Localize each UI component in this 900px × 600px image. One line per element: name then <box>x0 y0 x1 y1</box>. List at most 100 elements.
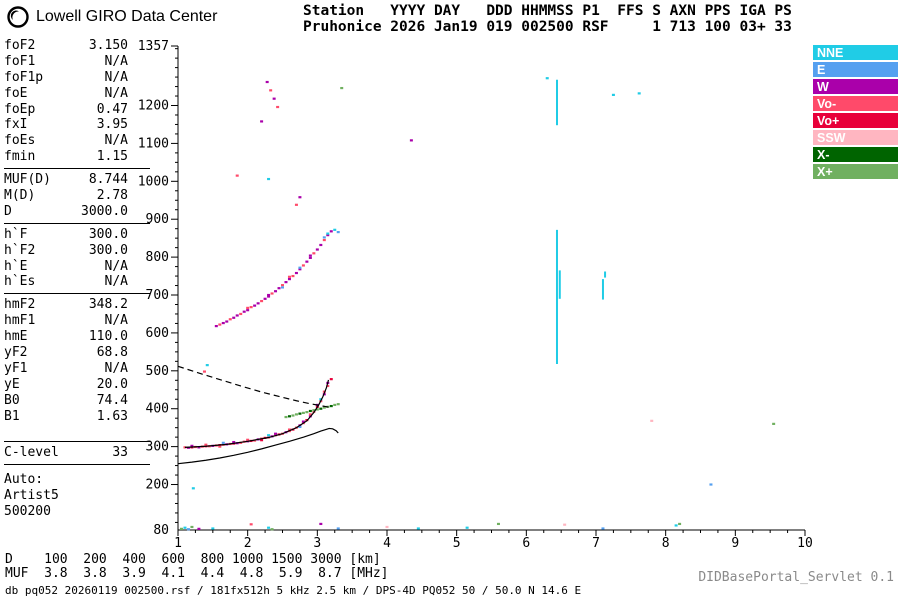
param-label: B1 <box>4 408 20 424</box>
param-row: yF2 68.8 <box>4 345 128 361</box>
param-label: h`F2 <box>4 242 36 258</box>
param-row: fmin 1.15 <box>4 149 128 165</box>
auto-value: 500200 <box>4 504 51 520</box>
param-label: foF1 <box>4 53 36 69</box>
svg-text:1000: 1000 <box>138 174 169 189</box>
legend-item-ssw: SSW <box>813 130 898 145</box>
param-value: 3.95 <box>96 117 128 133</box>
param-row: foF2 3.150 <box>4 38 128 54</box>
param-value: 300.0 <box>88 242 128 258</box>
param-label: C-level <box>4 445 59 461</box>
param-row: B1 1.63 <box>4 409 128 425</box>
param-value: 1.15 <box>96 149 128 165</box>
param-value: N/A <box>104 85 128 101</box>
param-row: foF1p N/A <box>4 70 128 86</box>
legend-item-xp: X+ <box>813 164 898 179</box>
param-value: 68.8 <box>96 345 128 361</box>
svg-text:9: 9 <box>731 536 739 551</box>
param-label: h`F <box>4 226 28 242</box>
divider <box>4 441 150 443</box>
param-label: yF1 <box>4 360 28 376</box>
svg-text:5: 5 <box>453 536 461 551</box>
file-info: db pq052 20260119 002500.rsf / 181fx512h… <box>5 584 582 597</box>
param-value: N/A <box>104 258 128 274</box>
curve-muf-transmission-curve <box>177 365 332 409</box>
param-label: fxI <box>4 117 28 133</box>
param-label: MUF(D) <box>4 172 51 188</box>
param-label: B0 <box>4 392 20 408</box>
svg-text:700: 700 <box>146 288 169 303</box>
svg-text:600: 600 <box>146 326 169 341</box>
param-label: h`Es <box>4 274 36 290</box>
svg-text:900: 900 <box>146 212 169 227</box>
auto-block: Auto: Artist5 500200 <box>4 472 156 520</box>
legend-item-vom: Vo- <box>813 96 898 111</box>
param-value: 20.0 <box>96 376 128 392</box>
svg-text:1100: 1100 <box>138 136 169 151</box>
param-row: h`F 300.0 <box>4 227 128 243</box>
param-value: N/A <box>104 313 128 329</box>
legend-item-vop: Vo+ <box>813 113 898 128</box>
svg-text:200: 200 <box>146 478 169 493</box>
divider <box>4 464 150 466</box>
param-value: 2.78 <box>96 188 128 204</box>
auto-value: Artist5 <box>4 488 59 504</box>
svg-text:2: 2 <box>244 536 252 551</box>
echo-points <box>179 77 776 531</box>
param-row: h`E N/A <box>4 259 128 275</box>
param-value: 0.47 <box>96 101 128 117</box>
svg-text:1: 1 <box>174 536 182 551</box>
svg-text:1200: 1200 <box>138 99 169 114</box>
divider <box>4 222 150 224</box>
legend-item-xm: X- <box>813 147 898 162</box>
param-value: 74.4 <box>96 392 128 408</box>
station-header: Station YYYY DAY DDD HHMMSS P1 FFS S AXN… <box>303 3 792 35</box>
param-label: M(D) <box>4 188 36 204</box>
param-row: foEp 0.47 <box>4 102 128 118</box>
param-value: 8.744 <box>88 172 128 188</box>
param-row: hmF1 N/A <box>4 313 128 329</box>
param-row: foE N/A <box>4 86 128 102</box>
param-value: 3.150 <box>88 38 128 53</box>
param-value: N/A <box>104 53 128 69</box>
param-row: yF1 N/A <box>4 361 128 377</box>
param-value: N/A <box>104 69 128 85</box>
svg-text:1357: 1357 <box>138 39 169 54</box>
svg-text:8: 8 <box>662 536 670 551</box>
curve-artist-o-trace-fit <box>184 379 330 448</box>
lowell-giro-logo: Lowell GIRO Data Center <box>6 5 217 29</box>
legend-item-e: E <box>813 62 898 77</box>
axes <box>171 45 806 536</box>
param-row: MUF(D) 8.744 <box>4 172 128 188</box>
param-row: yE 20.0 <box>4 377 128 393</box>
param-label: h`E <box>4 258 28 274</box>
direction-legend: NNE E W Vo- Vo+ SSW X- X+ <box>813 45 898 181</box>
station-header-line1: Station YYYY DAY DDD HHMMSS P1 FFS S AXN… <box>303 3 792 19</box>
divider <box>4 168 150 170</box>
param-value: 300.0 <box>88 226 128 242</box>
param-row: fxI 3.95 <box>4 117 128 133</box>
legend-item-nne: NNE <box>813 45 898 60</box>
svg-text:10: 10 <box>797 536 813 551</box>
param-value: 348.2 <box>88 297 128 313</box>
curve-electron-density-profile <box>177 427 339 465</box>
param-label: fmin <box>4 149 36 165</box>
param-label: hmF2 <box>4 297 36 313</box>
param-label: hmF1 <box>4 313 36 329</box>
param-row: foF1 N/A <box>4 54 128 70</box>
svg-text:7: 7 <box>592 536 600 551</box>
svg-text:6: 6 <box>522 536 530 551</box>
param-label: hmE <box>4 329 28 345</box>
muf-table: D 100 200 400 600 800 1000 1500 3000 [km… <box>5 552 389 581</box>
auto-label: Auto: <box>4 472 44 488</box>
param-label: foE <box>4 85 28 101</box>
svg-text:400: 400 <box>146 402 169 417</box>
param-label: yF2 <box>4 345 28 361</box>
param-label: foEs <box>4 133 36 149</box>
divider <box>4 293 150 295</box>
station-header-line2: Pruhonice 2026 Jan19 019 002500 RSF 1 71… <box>303 19 792 35</box>
svg-text:4: 4 <box>383 536 391 551</box>
logo-text: Lowell GIRO Data Center <box>36 8 218 25</box>
param-label: foEp <box>4 101 36 117</box>
giro-logo-icon <box>7 6 29 28</box>
